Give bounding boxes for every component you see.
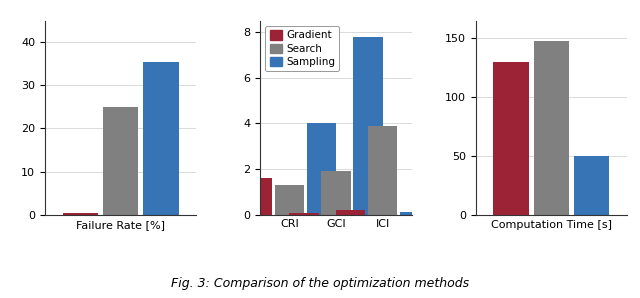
Text: Fig. 3: Comparison of the optimization methods: Fig. 3: Comparison of the optimization m… (171, 277, 469, 290)
Bar (143, 62, 179, 215)
X-axis label: Failure Rate [%]: Failure Rate [%] (76, 220, 165, 230)
Bar (103, 107, 138, 215)
Bar (289, 213, 319, 215)
Bar (321, 171, 351, 215)
Bar (243, 178, 272, 215)
Bar (368, 126, 397, 215)
Bar (63, 213, 98, 215)
Bar (400, 212, 429, 215)
Bar (493, 62, 529, 215)
Legend: Gradient, Search, Sampling: Gradient, Search, Sampling (266, 26, 339, 71)
Bar (574, 156, 609, 215)
Bar (307, 123, 336, 215)
X-axis label: Computation Time [s]: Computation Time [s] (491, 220, 612, 230)
Bar (534, 41, 569, 215)
Bar (353, 37, 383, 215)
Bar (336, 210, 365, 215)
Bar (275, 185, 304, 215)
